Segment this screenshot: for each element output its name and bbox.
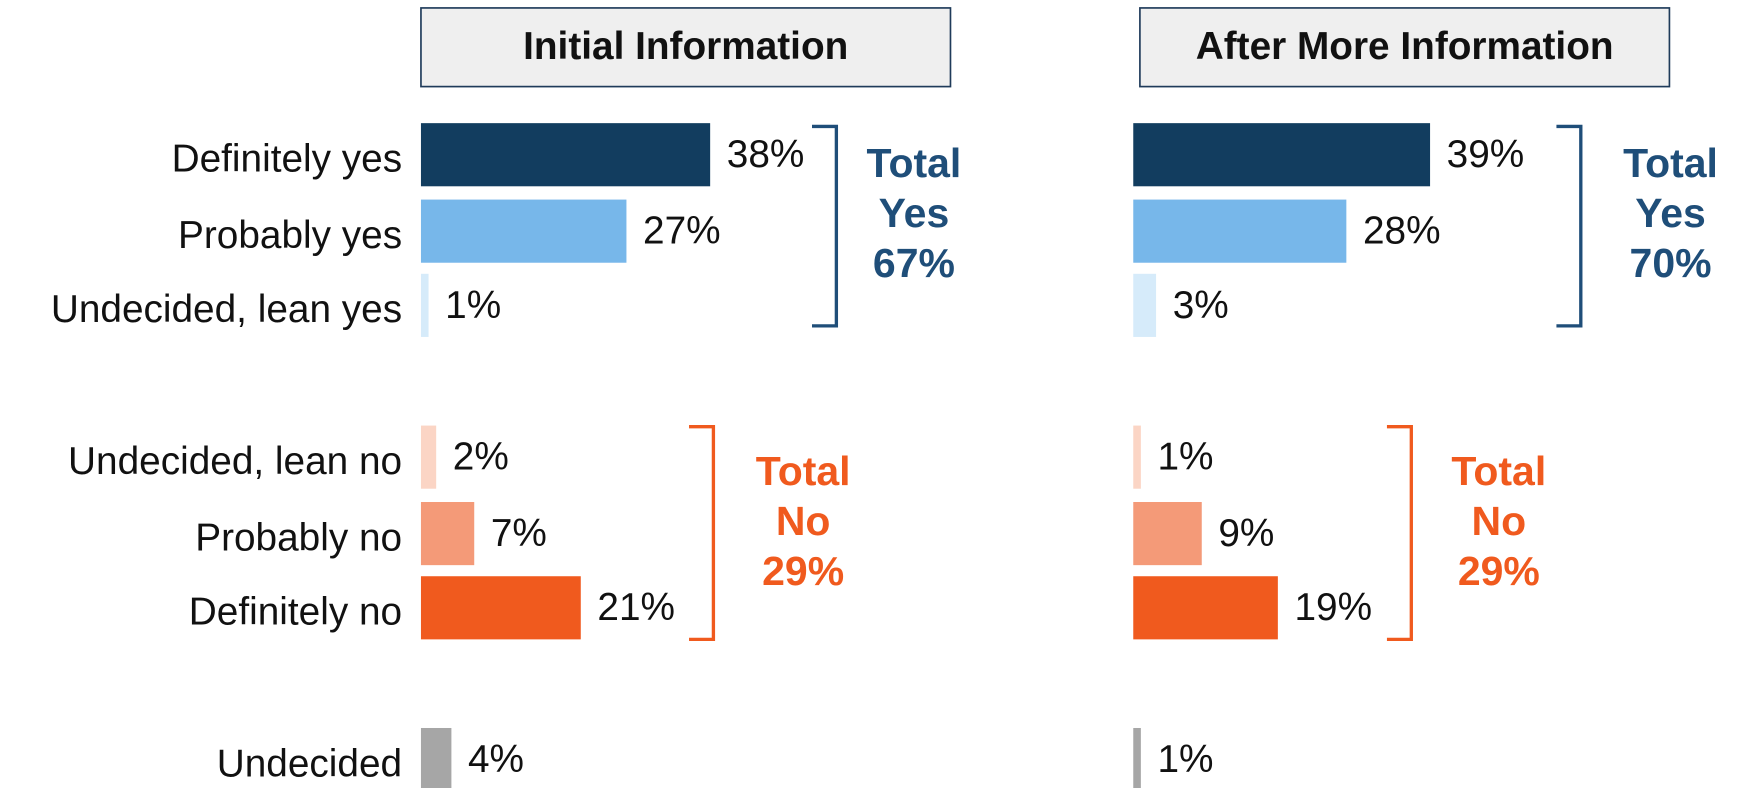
total-annotation: 29% — [1458, 548, 1540, 594]
total-annotation: Total — [1623, 140, 1718, 186]
total-annotation: No — [1472, 498, 1527, 544]
value-label: 19% — [1294, 586, 1372, 629]
value-label: 9% — [1218, 512, 1274, 555]
total-annotation: 67% — [873, 240, 955, 286]
bar — [1133, 576, 1278, 640]
bar — [420, 273, 429, 337]
bracket — [1386, 425, 1413, 642]
panel-header-box — [420, 7, 952, 88]
category-label: Undecided — [217, 742, 402, 785]
bar — [1133, 425, 1141, 489]
total-annotation: 29% — [762, 548, 844, 594]
total-annotation: Total — [756, 448, 851, 494]
panel-header-box — [1139, 7, 1671, 88]
bar — [420, 727, 452, 788]
value-label: 2% — [453, 436, 509, 479]
total-annotation: 70% — [1630, 240, 1712, 286]
bar — [1133, 502, 1202, 566]
total-annotation: Total — [867, 140, 962, 186]
panel-header: Initial Information — [523, 25, 848, 68]
value-label: 1% — [1157, 436, 1213, 479]
bracket — [1556, 124, 1583, 328]
value-label: 21% — [597, 586, 675, 629]
value-label: 38% — [727, 133, 805, 176]
bracket — [812, 124, 839, 328]
panel-header: After More Information — [1196, 25, 1614, 68]
bar — [420, 199, 627, 263]
total-annotation: Yes — [1635, 190, 1706, 236]
category-label: Probably yes — [178, 214, 402, 257]
category-label: Undecided, lean no — [68, 440, 402, 483]
value-label: 28% — [1363, 210, 1441, 253]
category-label: Undecided, lean yes — [51, 288, 402, 331]
value-label: 1% — [1157, 738, 1213, 781]
value-label: 4% — [468, 738, 524, 781]
total-annotation: Yes — [879, 190, 950, 236]
bar — [1133, 273, 1157, 337]
bar — [1133, 123, 1431, 187]
bar — [420, 502, 475, 566]
bracket — [689, 425, 716, 642]
value-label: 3% — [1173, 284, 1229, 327]
value-label: 39% — [1447, 133, 1525, 176]
category-label: Definitely yes — [172, 138, 403, 181]
bar — [1133, 199, 1347, 263]
category-label: Definitely no — [189, 591, 402, 634]
value-label: 1% — [445, 284, 501, 327]
bar — [420, 123, 711, 187]
total-annotation: No — [776, 498, 831, 544]
bar — [1133, 727, 1141, 788]
bar — [420, 576, 581, 640]
category-label: Probably no — [195, 516, 402, 559]
total-annotation: Total — [1451, 448, 1546, 494]
value-label: 7% — [491, 512, 547, 555]
bar — [420, 425, 437, 489]
value-label: 27% — [643, 210, 721, 253]
